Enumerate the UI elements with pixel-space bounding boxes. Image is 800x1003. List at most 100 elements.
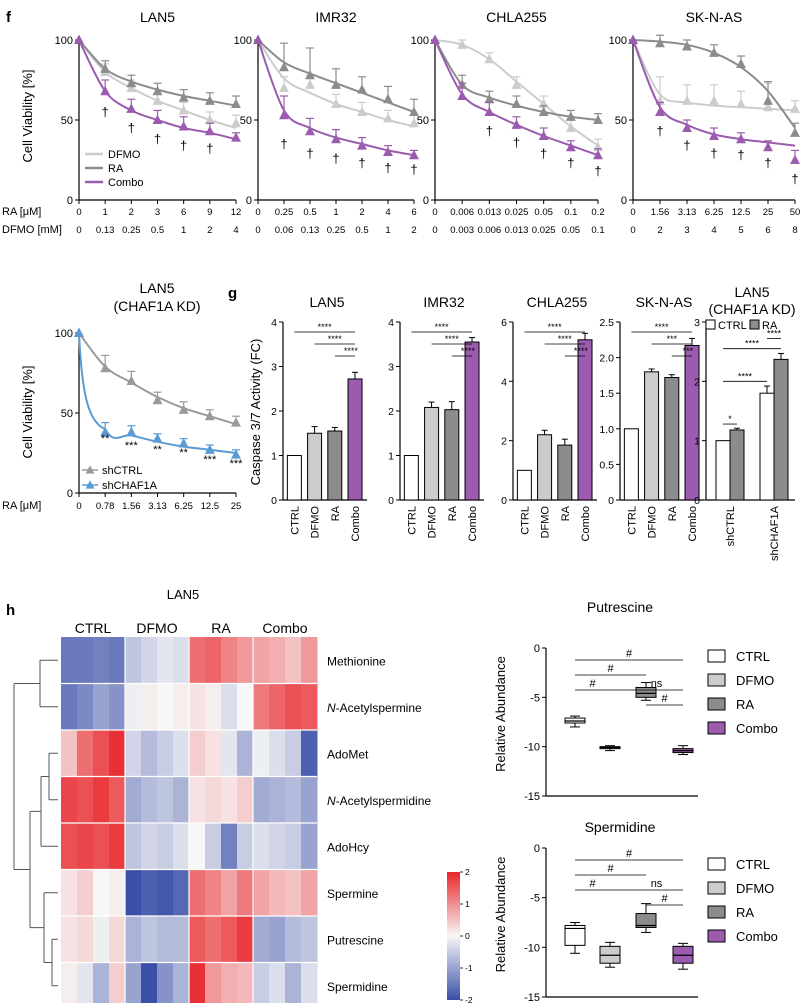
h-heatmap-cell [269, 776, 286, 824]
g-y-tick-label: 1 [388, 451, 394, 463]
h-heatmap-cell [125, 869, 142, 917]
f-data-point-dfmo [409, 117, 419, 128]
h-row-label: N-Acetylspermidine [327, 794, 431, 808]
f-dfmo-tick-label: 0.06 [275, 225, 294, 236]
g-significance-stars: **** [655, 322, 670, 332]
f2-y-tick-label: 100 [55, 328, 73, 340]
f-data-point-dfmo [383, 113, 393, 123]
g-significance-stars: **** [558, 334, 573, 344]
hbox-legend-swatch [707, 929, 726, 943]
h-group-label: DFMO [136, 620, 177, 636]
g-significance-stars: *** [667, 334, 678, 344]
f-ra-tick-label: 6.25 [705, 207, 724, 218]
h-row-label-rest: -Acetylspermine [336, 701, 422, 715]
f-data-point-ra [409, 106, 419, 117]
f-y-tick-label: 50 [615, 115, 627, 127]
h-heatmap-cell [93, 776, 110, 824]
g-bar [307, 432, 323, 501]
h-heatmap-cell [157, 683, 174, 731]
f-data-point-dfmo [279, 82, 289, 93]
f-significance-dagger: † [656, 124, 663, 139]
g-kd-legend-swatch-ra [749, 319, 760, 330]
hbox-legend-swatch [707, 673, 726, 687]
f-chart-title: IMR32 [315, 9, 356, 25]
f-dfmo-tick-label: 0 [76, 225, 81, 236]
f-significance-dagger: † [384, 160, 391, 175]
h-row-label: Putrescine [327, 933, 384, 947]
h-heatmap-cell [173, 962, 190, 1003]
hbox-legend-label: RA [736, 697, 754, 712]
f2-significance-stars: *** [125, 440, 139, 452]
h-heatmap-cell [221, 916, 238, 963]
h-heatmap-cell [285, 869, 302, 917]
f-ra-tick-label: 9 [207, 207, 212, 218]
h-heatmap-cell [301, 823, 318, 870]
g-category-label: CTRL [519, 506, 531, 535]
h-heatmap-cell [157, 869, 174, 917]
f-ra-tick-label: 1 [333, 207, 338, 218]
h-colorbar-tick-label: 0 [465, 931, 470, 941]
f-significance-dagger: † [358, 156, 365, 171]
f-significance-dagger: † [513, 135, 520, 150]
f-data-point-dfmo [152, 95, 163, 105]
f-ra-tick-label: 0.2 [591, 207, 604, 218]
f-data-point-combo [409, 149, 419, 160]
f2-x-tick-label: 1.56 [122, 501, 141, 512]
f-dfmo-tick-label: 8 [792, 225, 797, 236]
h-heatmap-cell [77, 776, 94, 824]
hbox-significance-label: # [589, 878, 596, 890]
f2-y-tick-label: 0 [67, 488, 73, 500]
g-y-tick-label: 1.0 [599, 424, 614, 436]
f-data-point-ra [152, 85, 163, 96]
f2-x-tick-label: 25 [231, 501, 242, 512]
hbox-significance-label: # [661, 893, 668, 905]
f-data-point-dfmo [682, 95, 692, 105]
h-heatmap-cell [237, 869, 254, 917]
f-significance-dagger: † [332, 151, 339, 166]
g-chart-title: SK-N-AS [636, 294, 693, 310]
g-y-tick-label: 6 [501, 317, 507, 329]
h-heatmap-cell [221, 962, 238, 1003]
f-dfmo-tick-label: 4 [711, 225, 716, 236]
h-heatmap-cell [125, 823, 142, 870]
h-row-label: Methionine [327, 654, 386, 668]
hbox-legend-label: DFMO [736, 881, 774, 896]
h-group-label: RA [211, 620, 231, 636]
h-heatmap-cell [141, 730, 158, 777]
hbox-legend-swatch [707, 881, 726, 895]
hbox-legend-swatch [707, 697, 726, 711]
f-data-point-ra [279, 61, 289, 72]
f-data-point-combo [593, 149, 603, 160]
f-data-point-combo [565, 141, 576, 152]
f-data-point-combo [736, 133, 746, 144]
h-heatmap-cell [301, 683, 318, 731]
h-heatmap-cell [125, 776, 142, 824]
hbox-significance-label: # [626, 848, 633, 860]
g-significance-stars: **** [318, 322, 333, 332]
g-y-tick-label: 3 [271, 362, 277, 374]
g-chart-title: CHLA255 [527, 294, 588, 310]
f-data-point-ra [655, 37, 665, 48]
h-heatmap-cell [141, 637, 158, 684]
h-heatmap-cell [221, 637, 238, 684]
g-bar [537, 434, 553, 501]
f-y-tick-label: 50 [240, 115, 252, 127]
h-heatmap-cell [61, 869, 78, 917]
f-y-tick-label: 100 [234, 35, 252, 47]
h-colorbar [447, 872, 460, 1000]
g-kd-y-tick-label: 2 [694, 376, 700, 388]
g-bar [557, 444, 573, 501]
h-heatmap-cell [77, 730, 94, 777]
h-heatmap-cell [77, 962, 94, 1003]
h-heatmap-cell [269, 637, 286, 684]
f-data-point-combo [231, 132, 241, 142]
f-data-point-dfmo [357, 106, 367, 117]
g-bar [684, 344, 700, 501]
f-ra-tick-label: 3 [155, 207, 160, 218]
f-significance-dagger: † [128, 120, 135, 135]
g-bar [464, 341, 480, 501]
g-category-label: Combo [580, 506, 592, 541]
f2-x-tick-label: 12.5 [201, 501, 220, 512]
f-significance-dagger: † [206, 141, 213, 156]
f-data-point-ra [231, 98, 241, 109]
